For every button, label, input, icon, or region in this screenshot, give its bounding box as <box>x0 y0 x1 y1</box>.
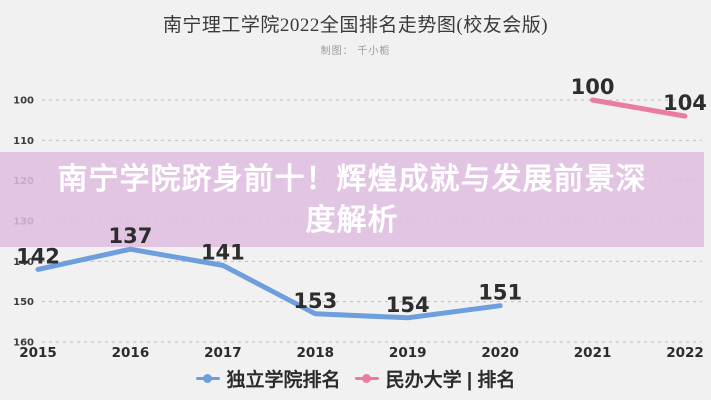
x-axis-label-2019: 2019 <box>389 345 427 361</box>
x-axis-label-2015: 2015 <box>19 345 57 361</box>
data-label-2022: 104 <box>663 91 707 115</box>
x-axis-label-2021: 2021 <box>574 345 612 361</box>
chart-title: 南宁理工学院2022全国排名走势图(校友会版) <box>162 15 549 36</box>
y-axis-label-150: 150 <box>13 297 34 308</box>
promo-overlay-text: 南宁学院跻身前十！辉煌成就与发展前景深度解析 <box>57 162 647 237</box>
x-axis-label-2022: 2022 <box>666 345 704 361</box>
data-label-2016: 137 <box>109 224 153 248</box>
legend-item-0[interactable]: 独立学院排名 <box>195 365 341 392</box>
y-axis-label-110: 110 <box>13 136 34 147</box>
data-label-2019: 154 <box>386 293 430 317</box>
series-line-1[interactable] <box>590 97 688 119</box>
legend-label: 独立学院排名 <box>226 370 341 391</box>
data-label-2017: 141 <box>201 240 245 264</box>
x-axis-label-2017: 2017 <box>204 345 242 361</box>
legend-line-dot-icon <box>354 369 379 389</box>
y-axis-label-160: 160 <box>13 338 34 349</box>
x-axis-label-2016: 2016 <box>112 345 150 361</box>
data-label-2015: 142 <box>16 244 60 268</box>
x-axis-label-2018: 2018 <box>297 345 335 361</box>
chart-header: 南宁理工学院2022全国排名走势图(校友会版) 制图： 千小栀 <box>0 10 711 57</box>
legend-line-dot-icon <box>195 369 220 389</box>
data-label-2020: 151 <box>478 281 522 305</box>
series-line-0[interactable] <box>35 246 503 321</box>
legend-item-1[interactable]: 民办大学 | 排名 <box>354 365 516 392</box>
data-label-2018: 153 <box>293 289 337 313</box>
chart-credit: 制图： 千小栀 <box>320 46 391 57</box>
y-axis-label-140: 140 <box>13 257 34 268</box>
data-label-2021: 100 <box>571 75 615 99</box>
y-axis-label-100: 100 <box>13 96 34 107</box>
chart-legend: 独立学院排名 民办大学 | 排名 <box>0 365 711 392</box>
promo-overlay-banner[interactable]: 南宁学院跻身前十！辉煌成就与发展前景深度解析 <box>0 152 704 247</box>
legend-label: 民办大学 | 排名 <box>385 370 516 391</box>
x-axis-label-2020: 2020 <box>481 345 519 361</box>
